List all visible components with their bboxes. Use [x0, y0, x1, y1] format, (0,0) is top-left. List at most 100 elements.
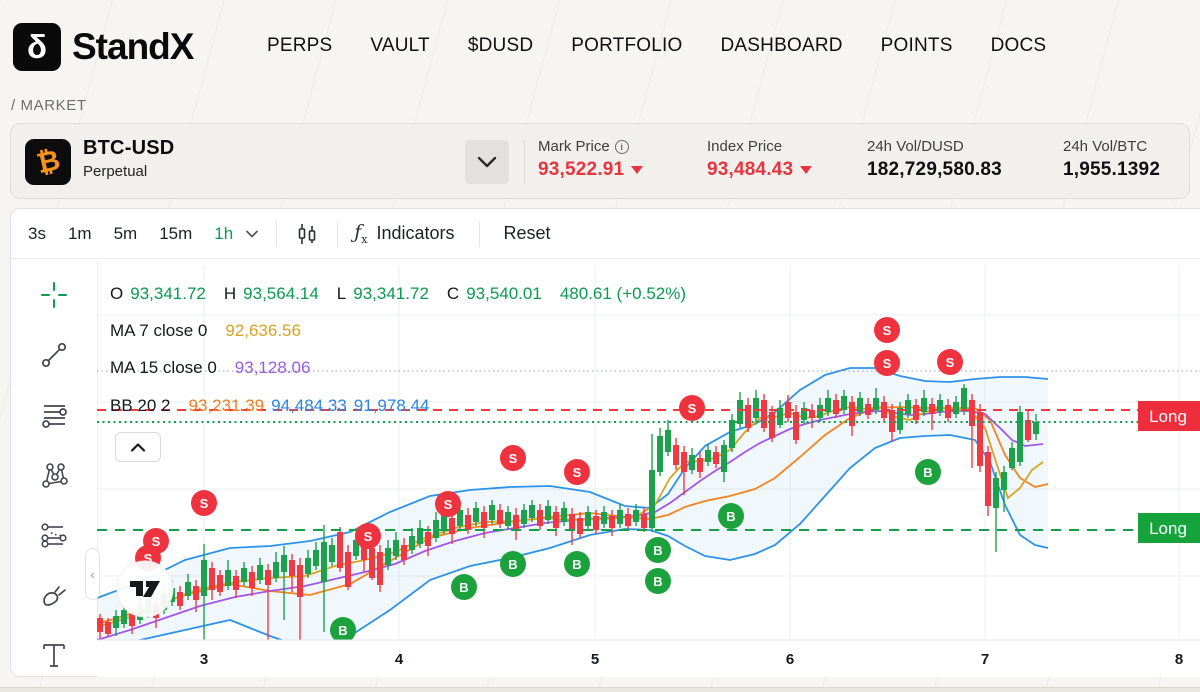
crosshair-tool-icon[interactable] — [37, 278, 71, 312]
sell-marker[interactable]: S — [191, 490, 217, 516]
close-key: C — [446, 284, 460, 303]
ma15-row: MA 15 close 0 93,128.06 — [110, 358, 686, 378]
bb-label: BB 20 2 — [110, 396, 171, 415]
standx-logo[interactable]: δ — [13, 23, 61, 71]
svg-text:B: B — [459, 580, 468, 595]
timeframe-1h-active[interactable]: 1h — [214, 223, 234, 243]
index-price-value: 93,484.43 — [707, 159, 794, 180]
mark-price-value: 93,522.91 — [538, 159, 625, 180]
mark-price-stat: Mark Price i 93,522.91 — [538, 138, 644, 181]
svg-text:8: 8 — [1175, 651, 1183, 668]
indicators-button[interactable]: ƒx Indicators — [354, 221, 454, 246]
nav-item-dashboard[interactable]: DASHBOARD — [720, 35, 843, 56]
fib-retracement-tool-icon[interactable] — [37, 398, 71, 432]
svg-text:B: B — [508, 557, 517, 572]
chevron-down-icon — [477, 156, 497, 168]
brush-tool-icon[interactable] — [37, 578, 71, 612]
lower-panel-edge — [0, 687, 1200, 692]
sell-marker[interactable]: S — [874, 350, 900, 376]
nav-item-dusd[interactable]: $DUSD — [467, 35, 534, 56]
tradingview-watermark[interactable] — [116, 560, 174, 618]
high-value: 93,564.14 — [243, 284, 319, 303]
timeframe-expand-chevron-icon[interactable] — [246, 230, 259, 238]
sell-marker[interactable]: S — [874, 317, 900, 343]
trend-line-tool-icon[interactable] — [37, 338, 71, 372]
timeframe-1m[interactable]: 1m — [67, 223, 92, 243]
bb-upper-value: 94,484.33 — [271, 396, 347, 415]
long-position-label[interactable]: Long — [1138, 401, 1200, 431]
ticker-bar: ₿ BTC-USD Perpetual Mark Price i 93,522.9… — [10, 123, 1190, 199]
sell-marker[interactable]: S — [435, 491, 461, 517]
info-icon[interactable]: i — [614, 139, 629, 154]
svg-text:S: S — [946, 355, 955, 370]
buy-marker[interactable]: B — [564, 551, 590, 577]
sell-marker[interactable]: S — [564, 459, 590, 485]
toolbar-divider — [276, 220, 278, 247]
change-value: 480.61 (+0.52%) — [559, 284, 686, 303]
low-key: L — [336, 284, 347, 303]
pair-selector-button[interactable] — [465, 140, 509, 184]
nav-item-perps[interactable]: PERPS — [267, 35, 333, 56]
sell-marker[interactable]: S — [500, 445, 526, 471]
bb-mid-value: 93,231.39 — [188, 396, 265, 415]
svg-text:S: S — [883, 323, 892, 338]
ma15-value: 93,128.06 — [234, 358, 311, 377]
svg-text:B: B — [726, 509, 735, 524]
bollinger-upper-line — [97, 367, 1049, 599]
nav-item-vault[interactable]: VAULT — [370, 35, 430, 56]
buy-marker[interactable]: B — [500, 551, 526, 577]
nav-item-points[interactable]: POINTS — [880, 35, 953, 56]
svg-text:3: 3 — [200, 651, 208, 668]
indicators-label: Indicators — [376, 222, 455, 243]
down-triangle-icon — [800, 166, 813, 174]
timeframe-15m[interactable]: 15m — [159, 223, 193, 243]
vol-btc-value: 1,955.1392 — [1063, 159, 1161, 180]
buy-marker[interactable]: B — [718, 503, 744, 529]
timeframe-5m[interactable]: 5m — [113, 223, 138, 243]
drawing-toolbar — [11, 260, 98, 677]
svg-text:Long: Long — [1149, 407, 1187, 426]
down-triangle-icon — [631, 166, 644, 174]
timeframe-toolbar: 3s 1m 5m 15m 1h ƒx Indicators Reset — [11, 209, 1200, 259]
candlestick-style-icon[interactable] — [295, 222, 319, 246]
buy-marker[interactable]: B — [645, 537, 671, 563]
vol-btc-label: 24h Vol/BTC — [1063, 138, 1148, 155]
watchlist-collapse-handle[interactable]: ‹ — [85, 548, 100, 600]
ma7-row: MA 7 close 0 92,636.56 — [110, 321, 686, 341]
projection-tool-icon[interactable] — [37, 518, 71, 552]
xabcd-pattern-tool-icon[interactable] — [37, 458, 71, 492]
sell-marker[interactable]: S — [679, 395, 705, 421]
symbol-block[interactable]: BTC-USD Perpetual — [83, 137, 174, 180]
x-axis[interactable]: 3 4 5 6 7 8 — [97, 639, 1200, 677]
reset-button[interactable]: Reset — [503, 223, 551, 243]
high-key: H — [223, 284, 237, 303]
buy-marker[interactable]: B — [330, 617, 356, 643]
vol-btc-stat: 24h Vol/BTC 1,955.1392 — [1063, 138, 1160, 181]
buy-marker[interactable]: B — [915, 459, 941, 485]
mark-price-label: Mark Price — [538, 138, 610, 155]
nav-item-portfolio[interactable]: PORTFOLIO — [571, 35, 683, 56]
sell-marker[interactable]: S — [937, 349, 963, 375]
svg-text:7: 7 — [981, 651, 989, 668]
buy-marker[interactable]: B — [645, 568, 671, 594]
svg-text:Long: Long — [1149, 519, 1187, 538]
legend-collapse-button[interactable] — [115, 432, 161, 462]
svg-text:S: S — [152, 534, 161, 549]
svg-text:S: S — [200, 496, 209, 511]
timeframe-3s[interactable]: 3s — [28, 223, 46, 243]
sell-marker[interactable]: S — [355, 523, 381, 549]
nav-item-docs[interactable]: DOCS — [990, 35, 1047, 56]
buy-marker[interactable]: B — [451, 574, 477, 600]
btc-coin-icon: ₿ — [25, 139, 71, 185]
long-position-label[interactable]: Long — [1138, 513, 1200, 543]
svg-text:S: S — [573, 465, 582, 480]
chevron-up-icon — [130, 442, 146, 452]
chart-legend: O 93,341.72 H 93,564.14 L 93,341.72 C 93,540… — [110, 284, 686, 416]
svg-text:B: B — [923, 465, 932, 480]
close-value: 93,540.01 — [466, 284, 542, 303]
symbol-name: BTC-USD — [83, 137, 175, 159]
brand-title[interactable]: StandX — [72, 26, 194, 67]
text-tool-icon[interactable] — [37, 638, 71, 672]
